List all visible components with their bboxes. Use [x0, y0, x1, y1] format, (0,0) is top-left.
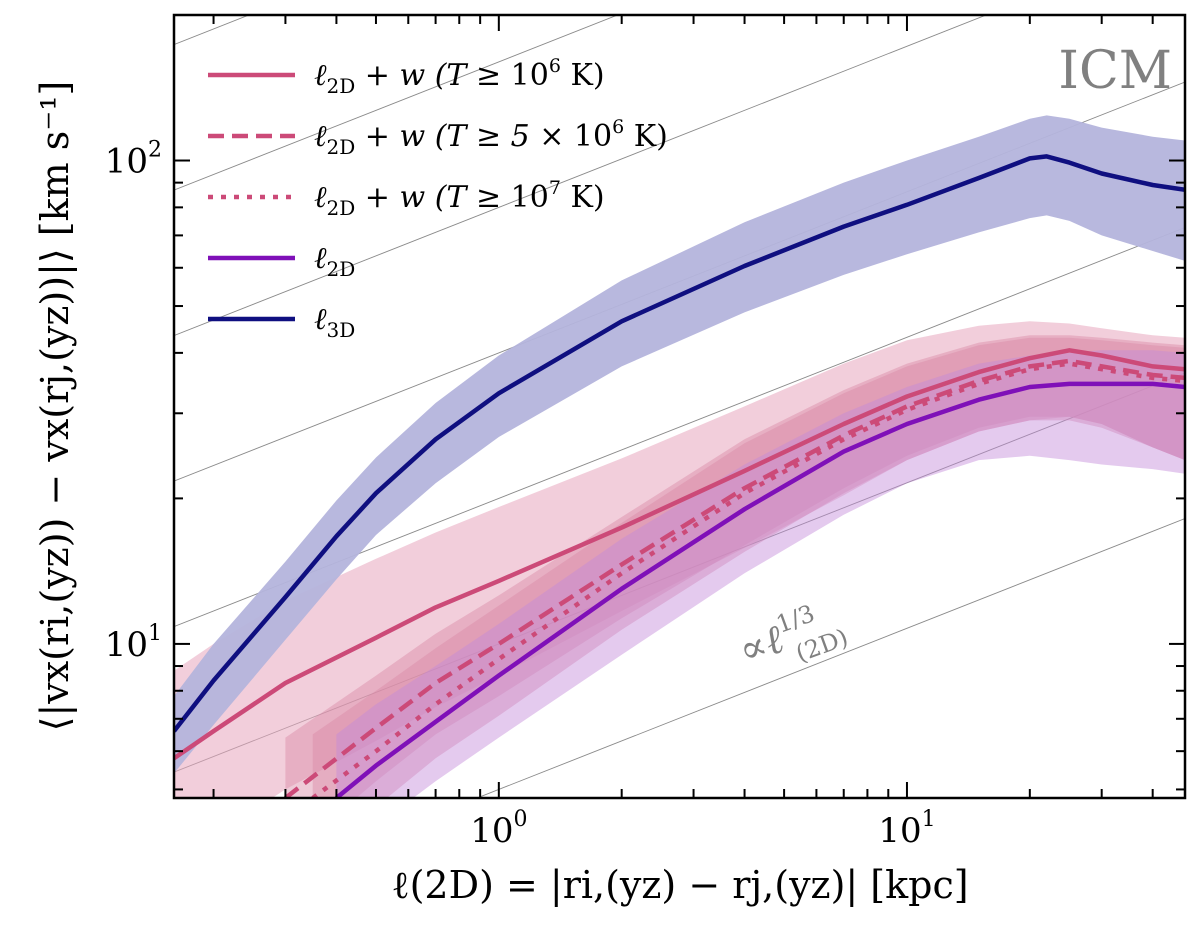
band-4 [174, 115, 1185, 774]
series-line-1 [284, 358, 1185, 798]
uncertainty-bands-group [174, 115, 1185, 798]
reference-line-5 [174, 15, 619, 191]
plot-frame [172, 13, 1187, 800]
y-axis-title: ⟨|vx(ri,(yz)) − vx(rj,(yz))|⟩ [km s⁻¹] [33, 81, 77, 732]
slope-annotation: ∝ℓ1/3(2D) [731, 591, 852, 685]
panel-label: ICM [1058, 41, 1172, 101]
legend-label-0: ℓ2D + w (T ≥ 106 K) [314, 55, 605, 98]
legend: ℓ2D + w (T ≥ 106 K) ℓ2D + w (T ≥ 5 × 106 … [208, 55, 668, 342]
series-lines-group [174, 154, 1185, 798]
x-tick-label-1: 101 [878, 807, 935, 851]
reference-line-4 [174, 15, 988, 337]
band-1 [285, 335, 1185, 798]
series-line-0 [174, 348, 1185, 761]
y-tick-label-1: 102 [105, 138, 162, 182]
legend-label-4: ℓ3D [314, 302, 355, 342]
reference-line-0 [475, 518, 1185, 798]
legend-label-2: ℓ2D + w (T ≥ 107 K) [314, 177, 605, 220]
series-line-2 [311, 361, 1185, 798]
band-3 [336, 350, 1185, 798]
band-0 [174, 321, 1185, 798]
legend-label-3: ℓ2D [314, 241, 355, 281]
series-line-4 [174, 154, 1185, 733]
x-axis-title: ℓ(2D) = |ri,(yz) − rj,(yz)| [kpc] [391, 863, 968, 907]
legend-label-1: ℓ2D + w (T ≥ 5 × 106 K) [314, 116, 668, 159]
series-line-3 [334, 381, 1185, 798]
tick-labels-group: 100 101 101 102 [105, 138, 936, 851]
svg-text:∝ℓ1/3(2D): ∝ℓ1/3(2D) [731, 591, 851, 685]
band-2 [312, 337, 1185, 798]
slope-annotation-exp: 1/3 [772, 599, 818, 639]
axis-ticks-group [174, 15, 1185, 798]
reference-line-6 [174, 15, 251, 45]
x-tick-label-0: 100 [470, 807, 527, 851]
y-tick-label-0: 101 [105, 621, 162, 665]
